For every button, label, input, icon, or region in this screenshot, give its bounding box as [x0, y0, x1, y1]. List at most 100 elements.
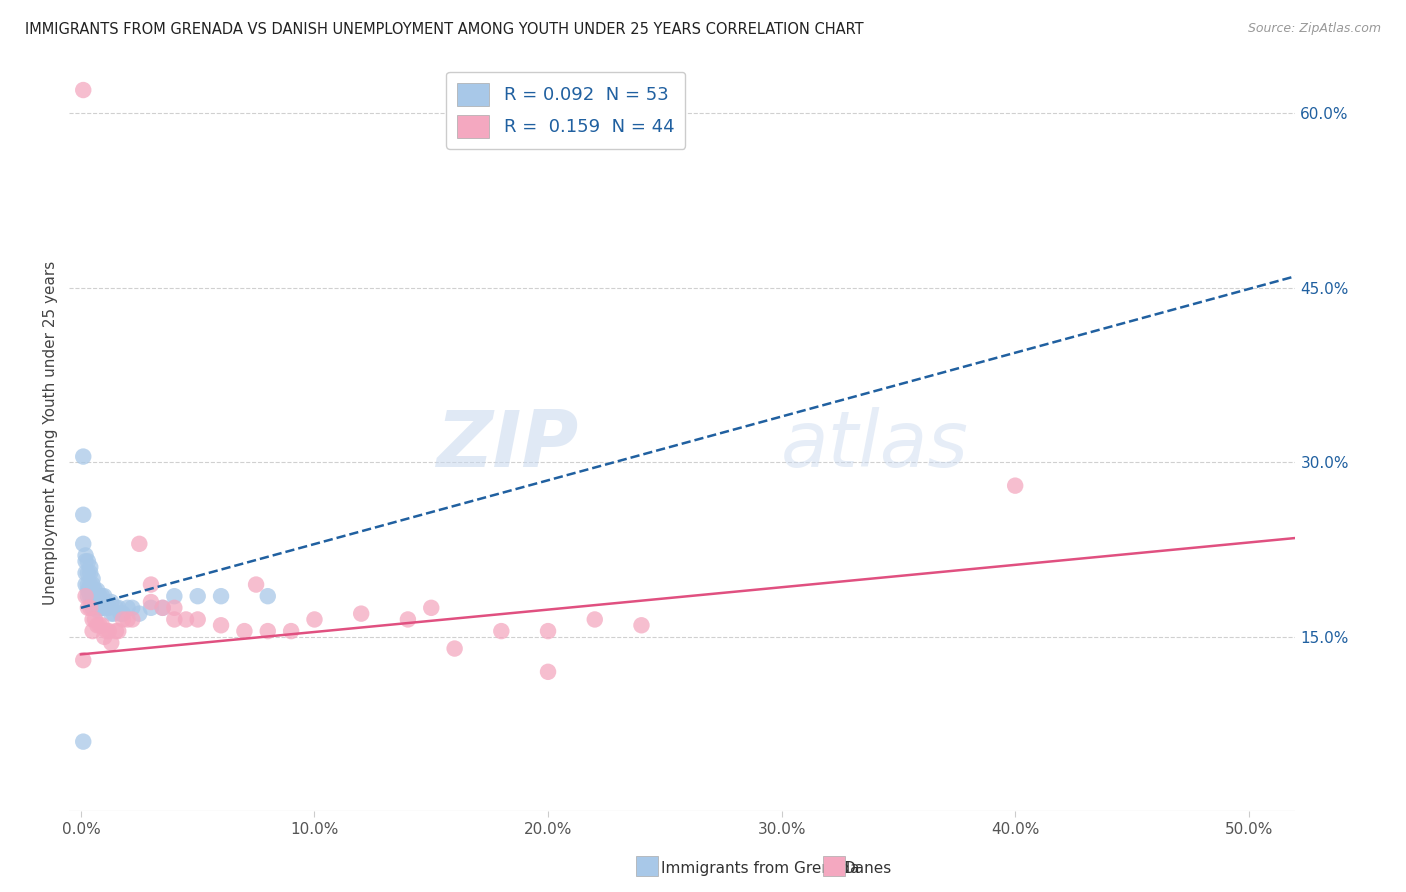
Point — [256, 624, 278, 639]
Point — [77, 566, 100, 580]
Point — [110, 607, 132, 621]
Point — [82, 589, 104, 603]
Point — [75, 554, 97, 568]
Text: Immigrants from Grenada: Immigrants from Grenada — [661, 861, 859, 876]
Point — [537, 665, 560, 679]
Point — [117, 600, 139, 615]
Point — [84, 598, 107, 612]
Point — [128, 537, 150, 551]
Point — [104, 624, 127, 639]
Point — [75, 589, 97, 603]
Text: Danes: Danes — [844, 861, 891, 876]
Point — [86, 603, 108, 617]
Point — [630, 618, 652, 632]
Point — [107, 624, 129, 639]
Point — [93, 630, 115, 644]
Point — [491, 624, 513, 639]
Point — [89, 618, 111, 632]
Point — [89, 589, 111, 603]
Point — [84, 583, 107, 598]
Text: ZIP: ZIP — [436, 407, 578, 483]
Point — [209, 618, 232, 632]
Point — [117, 612, 139, 626]
Point — [72, 508, 94, 522]
Point — [139, 577, 162, 591]
Point — [174, 612, 197, 626]
Point — [84, 612, 107, 626]
Point — [75, 577, 97, 591]
Point — [187, 589, 209, 603]
Point — [86, 595, 108, 609]
Point — [86, 618, 108, 632]
Point — [103, 607, 125, 621]
Point — [233, 624, 256, 639]
Text: Source: ZipAtlas.com: Source: ZipAtlas.com — [1247, 22, 1381, 36]
Point — [72, 734, 94, 748]
Point — [72, 537, 94, 551]
Point — [77, 600, 100, 615]
Point — [79, 600, 101, 615]
Point — [79, 577, 101, 591]
Point — [152, 600, 174, 615]
Point — [187, 612, 209, 626]
Point — [100, 636, 122, 650]
Point — [104, 600, 127, 615]
Point — [97, 624, 120, 639]
Point — [100, 607, 122, 621]
Point — [79, 566, 101, 580]
Point — [93, 589, 115, 603]
Point — [163, 600, 186, 615]
Point — [77, 583, 100, 598]
Point — [82, 595, 104, 609]
Point — [163, 589, 186, 603]
Point — [72, 450, 94, 464]
Point — [121, 612, 143, 626]
Point — [90, 589, 112, 603]
Point — [96, 598, 118, 612]
Y-axis label: Unemployment Among Youth under 25 years: Unemployment Among Youth under 25 years — [44, 261, 58, 606]
Point — [86, 583, 108, 598]
Point — [86, 589, 108, 603]
Point — [443, 641, 465, 656]
Point — [93, 600, 115, 615]
Point — [420, 600, 443, 615]
Point — [537, 624, 560, 639]
Point — [82, 600, 104, 615]
Point — [128, 607, 150, 621]
Point — [97, 600, 120, 615]
Point — [77, 589, 100, 603]
Point — [256, 589, 278, 603]
Point — [1004, 478, 1026, 492]
Point — [75, 566, 97, 580]
Point — [77, 577, 100, 591]
Text: atlas: atlas — [780, 407, 969, 483]
Point — [96, 624, 118, 639]
Point — [245, 577, 267, 591]
Point — [107, 600, 129, 615]
Point — [72, 653, 94, 667]
Point — [84, 589, 107, 603]
Point — [79, 560, 101, 574]
Point — [111, 612, 134, 626]
Point — [152, 600, 174, 615]
Point — [139, 595, 162, 609]
Point — [82, 572, 104, 586]
Point — [111, 607, 134, 621]
Point — [121, 600, 143, 615]
Point — [82, 624, 104, 639]
Point — [396, 612, 419, 626]
Point — [82, 612, 104, 626]
Point — [209, 589, 232, 603]
Point — [163, 612, 186, 626]
Point — [350, 607, 373, 621]
Point — [280, 624, 302, 639]
Point — [139, 600, 162, 615]
Legend: R = 0.092  N = 53, R =  0.159  N = 44: R = 0.092 N = 53, R = 0.159 N = 44 — [446, 71, 685, 149]
Text: IMMIGRANTS FROM GRENADA VS DANISH UNEMPLOYMENT AMONG YOUTH UNDER 25 YEARS CORREL: IMMIGRANTS FROM GRENADA VS DANISH UNEMPL… — [25, 22, 863, 37]
Point — [82, 577, 104, 591]
Point — [90, 600, 112, 615]
Point — [75, 549, 97, 563]
Point — [77, 554, 100, 568]
Point — [583, 612, 606, 626]
Point — [304, 612, 326, 626]
